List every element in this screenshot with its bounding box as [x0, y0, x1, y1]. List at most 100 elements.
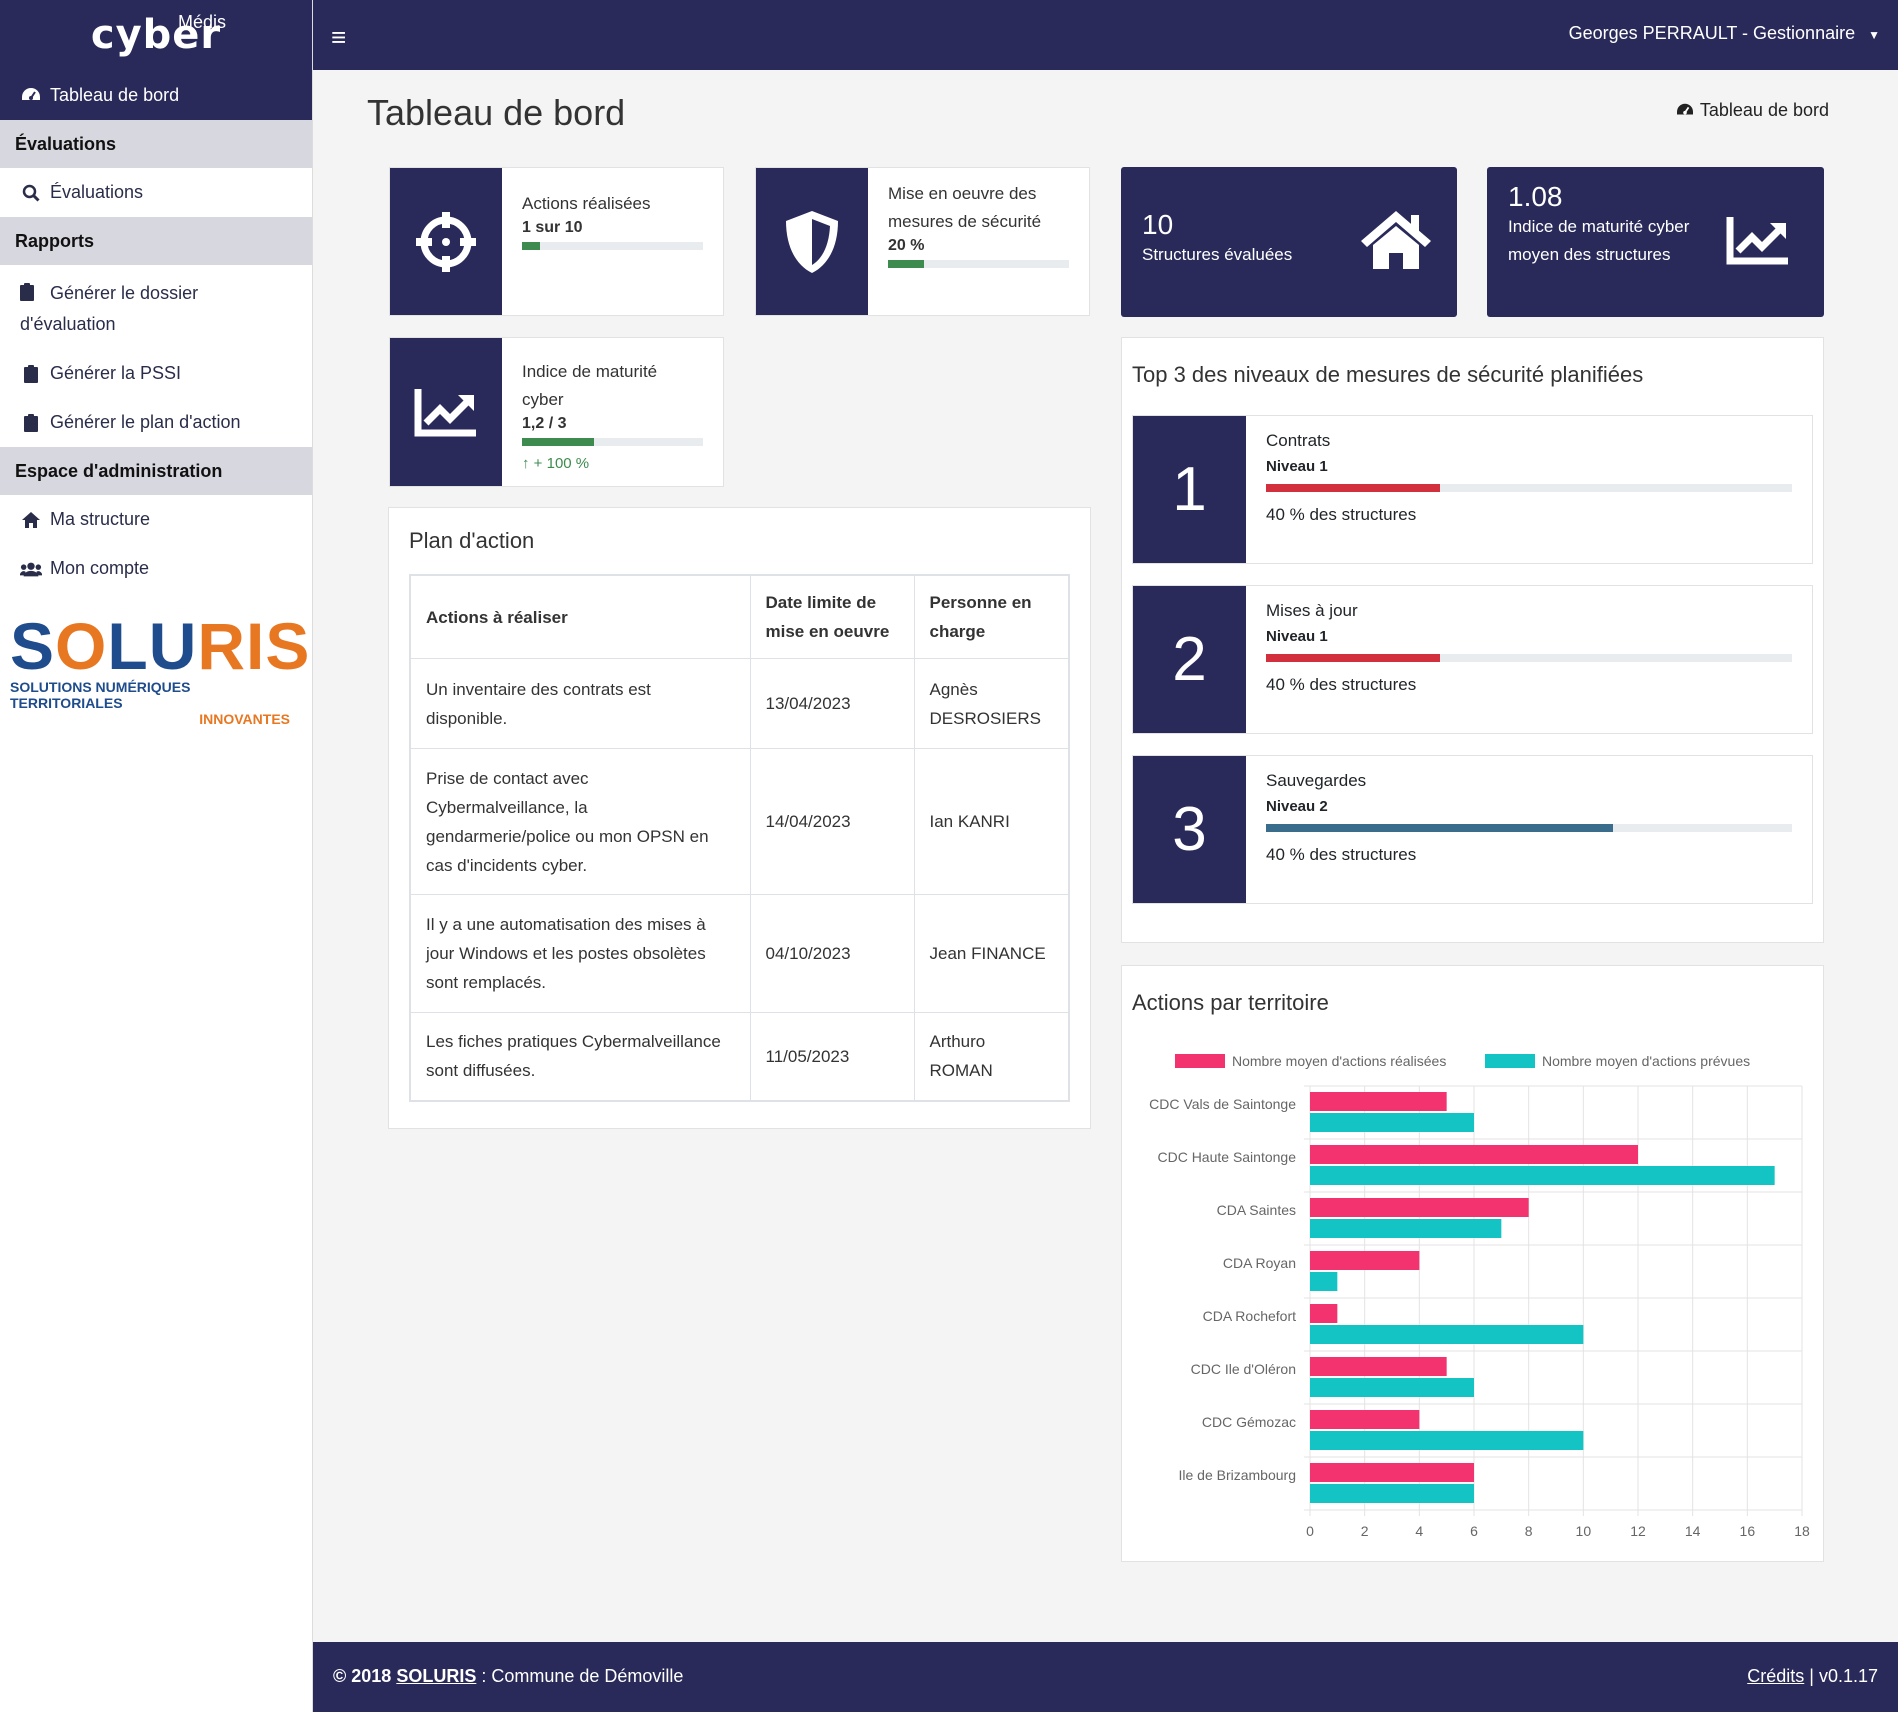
sidebar-item-mon-compte[interactable]: Mon compte	[0, 544, 312, 593]
territoire-card: Actions par territoire 0 2 4 6 8 10 12 14 16 18 No…	[1121, 965, 1824, 1562]
footer: © 2018 SOLURIS : Commune de Démoville Cr…	[313, 1642, 1898, 1712]
cell-person: Jean FINANCE	[913, 894, 1070, 1013]
progress-fill	[888, 260, 925, 268]
legend-swatch	[1175, 1054, 1225, 1068]
measure-percent: 40 % des structures	[1266, 845, 1417, 864]
trend-indicator: ↑ + 100 %	[522, 450, 703, 478]
chart-line-icon	[1726, 215, 1790, 270]
progress-bar	[1266, 654, 1792, 662]
bar	[1310, 1219, 1502, 1238]
x-tick-label: 14	[1685, 1523, 1701, 1539]
clipboard-icon	[20, 281, 42, 310]
measure-name: Contrats	[1266, 431, 1331, 450]
sidebar-item-evaluations[interactable]: Évaluations	[0, 168, 312, 217]
measure-percent: 40 % des structures	[1266, 675, 1417, 694]
footer-credits-link[interactable]: Crédits	[1747, 1666, 1805, 1686]
soluris-logo: SOLURIS SOLUTIONS NUMÉRIQUES TERRITORIAL…	[10, 613, 309, 727]
bar	[1310, 1251, 1420, 1270]
top3-item: 2 Mises à jour Niveau 1 40 % des structu…	[1132, 585, 1813, 734]
app-logo[interactable]: cyber Médis	[0, 0, 312, 70]
bar	[1310, 1092, 1447, 1111]
progress-fill	[522, 438, 595, 446]
breadcrumb[interactable]: Tableau de bord	[1675, 100, 1829, 121]
bar	[1310, 1272, 1338, 1291]
cell-action: Prise de contact avec Cybermalveillance,…	[409, 748, 751, 895]
dashboard-icon	[1675, 100, 1700, 120]
footer-copyright: © 2018	[333, 1666, 392, 1686]
clipboard-icon	[20, 364, 42, 383]
sidebar: cyber Médis Tableau de bord Évaluations …	[0, 0, 313, 1712]
clipboard-icon	[20, 413, 42, 432]
progress-fill	[1266, 484, 1440, 492]
cell-person: Arthuro ROMAN	[913, 1012, 1070, 1101]
rank-number: 3	[1133, 756, 1246, 903]
y-tick-label: CDA Royan	[1223, 1255, 1296, 1271]
page-title: Tableau de bord	[367, 92, 626, 133]
table-row: Les fiches pratiques Cybermalveillance s…	[409, 1012, 1070, 1101]
territoire-title: Actions par territoire	[1132, 990, 1329, 1015]
sidebar-item-label: Générer le plan d'action	[50, 412, 241, 432]
bar	[1310, 1166, 1775, 1185]
caret-down-icon: ▼	[1868, 28, 1880, 42]
cell-date: 13/04/2023	[749, 658, 915, 749]
bar	[1310, 1113, 1474, 1132]
footer-commune: : Commune de Démoville	[481, 1666, 684, 1686]
bar	[1310, 1198, 1529, 1217]
soluris-tagline-2: INNOVANTES	[199, 711, 290, 727]
progress-bar	[888, 260, 1069, 268]
stat-label: Indice de maturité cyber moyen des struc…	[1508, 217, 1690, 264]
sidebar-item-plan-action[interactable]: Générer le plan d'action	[0, 398, 312, 447]
top3-item: 1 Contrats Niveau 1 40 % des structures	[1132, 415, 1813, 564]
rank-number: 2	[1133, 586, 1246, 733]
user-menu-dropdown[interactable]: Georges PERRAULT - Gestionnaire ▼	[1569, 23, 1880, 44]
sidebar-item-label: Générer la PSSI	[50, 363, 182, 383]
cell-person: Ian KANRI	[913, 748, 1070, 895]
rank-number: 1	[1133, 416, 1246, 563]
top3-card: Top 3 des niveaux de mesures de sécurité…	[1121, 337, 1824, 943]
bar	[1310, 1378, 1474, 1397]
cell-date: 04/10/2023	[749, 894, 915, 1013]
table-row: Il y a une automatisation des mises à jo…	[409, 894, 1070, 1013]
progress-fill	[522, 242, 541, 250]
footer-company-link[interactable]: SOLURIS	[396, 1666, 477, 1686]
y-tick-label: CDA Saintes	[1217, 1202, 1296, 1218]
home-icon	[20, 511, 42, 529]
column-header: Actions à réaliser	[409, 574, 751, 659]
legend-swatch	[1485, 1054, 1535, 1068]
x-tick-label: 16	[1740, 1523, 1756, 1539]
soluris-tagline: SOLUTIONS NUMÉRIQUES TERRITORIALES	[10, 679, 191, 711]
progress-bar	[1266, 824, 1792, 832]
table-header-row: Actions à réaliser Date limite de mise e…	[409, 574, 1070, 659]
sidebar-item-label: Générer le dossier d'évaluation	[20, 283, 199, 334]
sidebar-item-dashboard[interactable]: Tableau de bord	[0, 70, 312, 120]
stat-value: 1.08	[1508, 181, 1563, 212]
x-tick-label: 18	[1794, 1523, 1810, 1539]
progress-bar	[522, 242, 703, 250]
measure-level: Niveau 2	[1266, 798, 1328, 815]
y-tick-label: CDC Haute Saintonge	[1157, 1149, 1296, 1165]
cell-action: Un inventaire des contrats est disponibl…	[409, 658, 751, 749]
measure-percent: 40 % des structures	[1266, 505, 1417, 524]
y-tick-label: CDA Rochefort	[1203, 1308, 1296, 1324]
measure-level: Niveau 1	[1266, 628, 1328, 645]
sidebar-item-dossier[interactable]: Générer le dossier d'évaluation	[0, 265, 312, 349]
home-icon	[1359, 209, 1433, 276]
legend-label: Nombre moyen d'actions réalisées	[1232, 1053, 1446, 1069]
sidebar-section-evaluations: Évaluations	[0, 120, 312, 168]
y-tick-label: Ile de Brizambourg	[1178, 1467, 1296, 1483]
search-icon	[20, 184, 42, 202]
stat-value: 20 %	[888, 237, 925, 254]
logo-medis: Médis	[178, 12, 227, 32]
footer-version: | v0.1.17	[1809, 1666, 1878, 1686]
sidebar-item-ma-structure[interactable]: Ma structure	[0, 495, 312, 544]
sidebar-item-pssi[interactable]: Générer la PSSI	[0, 349, 312, 398]
measure-name: Sauvegardes	[1266, 771, 1367, 790]
user-name: Georges PERRAULT - Gestionnaire	[1568, 23, 1856, 43]
sidebar-item-label: Ma structure	[50, 509, 151, 529]
stat-card-actions: Actions réalisées 1 sur 10	[389, 167, 724, 316]
sidebar-item-label: Mon compte	[50, 558, 150, 578]
hamburger-menu-icon[interactable]: ≡	[331, 22, 347, 52]
plan-action-card: Plan d'action Actions à réaliser Date li…	[388, 507, 1091, 1129]
top3-title: Top 3 des niveaux de mesures de sécurité…	[1132, 362, 1644, 387]
stat-card-structures: 10 Structures évaluées	[1121, 167, 1457, 317]
